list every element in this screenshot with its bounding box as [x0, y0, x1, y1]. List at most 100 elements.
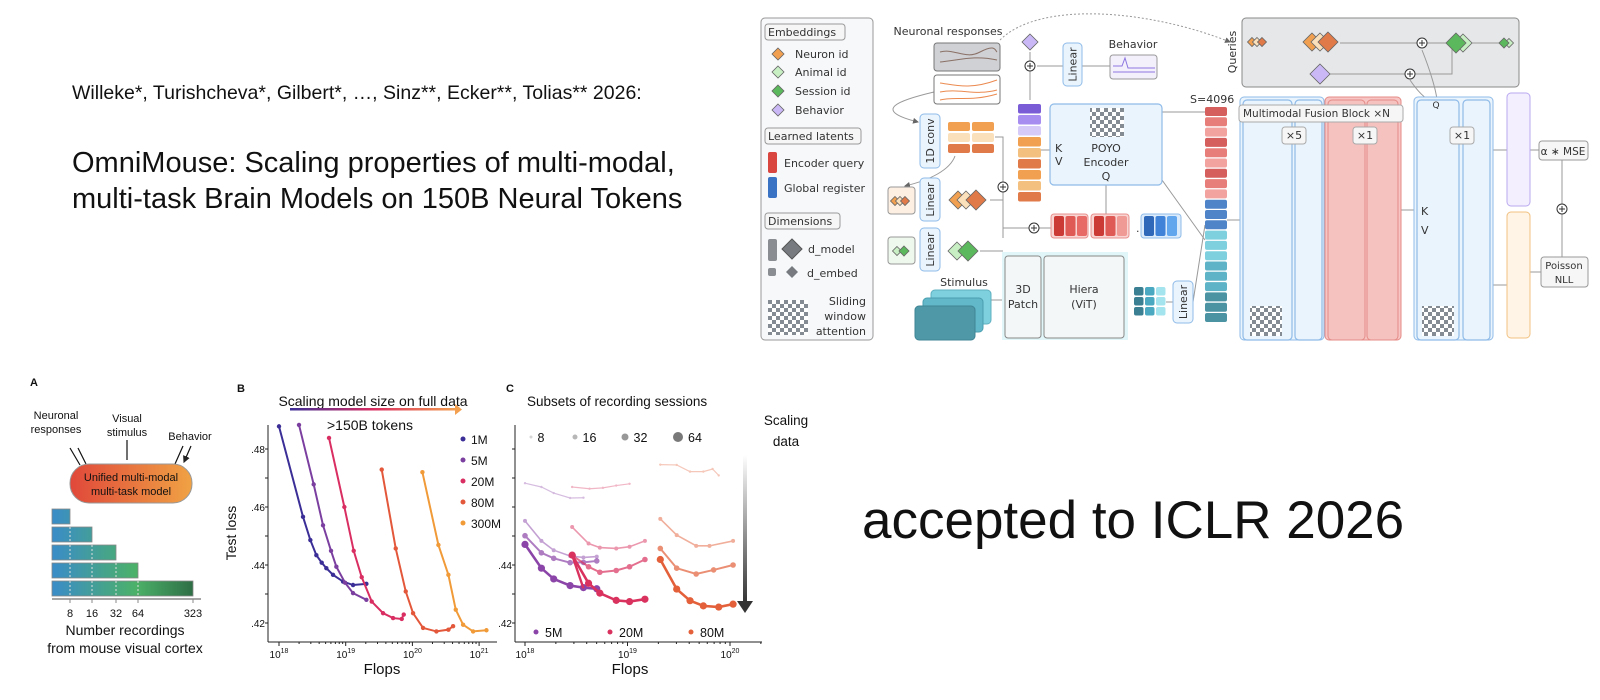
data-point [401, 612, 406, 617]
animal-id-icon [771, 65, 785, 79]
y-tick-label: .42 [498, 619, 512, 630]
k-label: K [1055, 142, 1063, 155]
stimulus-token [1134, 297, 1144, 306]
trace-lines [939, 47, 998, 63]
feedforward-block-decoder [1462, 99, 1491, 341]
poyo-label: POYO [1091, 142, 1121, 155]
panel-a: A Neuronal responses Visual stimulus Beh… [30, 377, 212, 656]
data-point [567, 559, 573, 566]
y-tick-label: .46 [251, 503, 265, 514]
conv-token [948, 144, 970, 153]
conv1d-box-label: 1D conv [924, 118, 937, 164]
x-tick-label: 1019 [336, 648, 355, 661]
series-20M-8 [570, 482, 631, 490]
data-point [379, 467, 384, 472]
data-point [707, 543, 712, 548]
plus-icon-glyph [1559, 206, 1565, 212]
axis-tick-label: 16 [86, 608, 98, 620]
data-point [350, 582, 356, 588]
y-tick-label: .42 [251, 619, 265, 630]
panel-b-subtitle: >150B tokens [327, 417, 413, 433]
scaling-data-label: Scaling [764, 413, 808, 428]
data-point [484, 628, 489, 633]
sliding-window-icon [1090, 108, 1124, 137]
input-stimulus-label: stimulus [107, 427, 148, 439]
sequence-token [1205, 158, 1227, 168]
sequence-token [1205, 261, 1227, 271]
axis-tick-label: 64 [132, 608, 144, 620]
feedforward-block-global [1366, 99, 1399, 341]
data-point [523, 482, 527, 485]
linear-session-box-label: Linear [924, 232, 937, 267]
series-20M-32 [570, 553, 648, 576]
encoder-query-swatch [768, 152, 777, 173]
response-projection-block [1506, 211, 1531, 339]
data-point [460, 622, 466, 627]
data-point [410, 610, 416, 616]
stimulus-token [1145, 287, 1155, 296]
feedforward-block-local [1294, 99, 1323, 341]
session-diamond-icon [957, 240, 979, 262]
data-point [625, 597, 634, 606]
data-point [699, 602, 707, 610]
x-tick-label: 1020 [721, 648, 740, 661]
encoder-query-token [1117, 216, 1127, 236]
input-behavior-label: Behavior [168, 431, 212, 443]
series-line [572, 483, 630, 490]
data-point [351, 548, 356, 553]
data-point [612, 596, 620, 604]
data-point [568, 496, 572, 500]
data-point [657, 545, 664, 552]
mse-loss-label: α ∗ MSE [1541, 146, 1586, 158]
data-point [364, 597, 369, 602]
data-point [597, 545, 602, 550]
local-self-attention-block [1242, 99, 1293, 341]
encoder-query-token [1065, 216, 1076, 236]
legend-marker [460, 478, 466, 484]
input-token [1018, 104, 1041, 114]
series-line [659, 518, 734, 547]
hiera-vit-block [1043, 255, 1125, 339]
data-point [521, 540, 529, 549]
embeddings-header [764, 23, 846, 41]
conv-to-neuron-arrow [904, 155, 956, 188]
x-tick-label: 1018 [516, 648, 535, 661]
data-point [570, 525, 575, 530]
d-embed-bar [768, 268, 776, 276]
data-point [550, 555, 557, 562]
series-line [572, 555, 646, 574]
learned-latents-label: Learned latents [768, 130, 854, 143]
data-point [319, 560, 324, 565]
global-register-token [1155, 216, 1166, 236]
model-legend-label-20M: 20M [619, 626, 643, 640]
data-point [614, 546, 619, 551]
q-label: Q [1102, 170, 1111, 183]
session-legend-label: 16 [583, 431, 597, 445]
data-point [715, 603, 723, 611]
panel-a-label: A [30, 377, 38, 389]
sequence-token [1205, 179, 1227, 189]
x-tick-label: 1018 [270, 648, 289, 661]
data-point [702, 470, 705, 473]
series-5M-16 [523, 518, 599, 560]
repeat-x5-label: ×5 [1286, 129, 1302, 142]
data-point [601, 486, 605, 490]
linear-neuron-box-label: Linear [924, 182, 937, 217]
neuron-diamond-icon [1317, 31, 1339, 53]
encoder-query-token [1094, 216, 1104, 236]
panel-b-xlabel: Flops [364, 661, 401, 678]
linear-behavior-box [1062, 42, 1083, 87]
legend-label-20M: 20M [471, 475, 494, 489]
data-point [694, 543, 699, 548]
series-20M-16 [570, 525, 647, 551]
global-self-attention-block [1327, 99, 1366, 341]
data-point [552, 491, 555, 495]
input-token [1018, 181, 1041, 191]
authors: Willeke*, Turishcheva*, Gilbert*, …, Sin… [72, 82, 642, 104]
data-point [300, 514, 306, 520]
conv-token [948, 122, 970, 131]
series-line-80M [380, 469, 454, 633]
data-point [588, 487, 591, 490]
sequence-token [1205, 251, 1227, 261]
conv-token [972, 144, 994, 153]
